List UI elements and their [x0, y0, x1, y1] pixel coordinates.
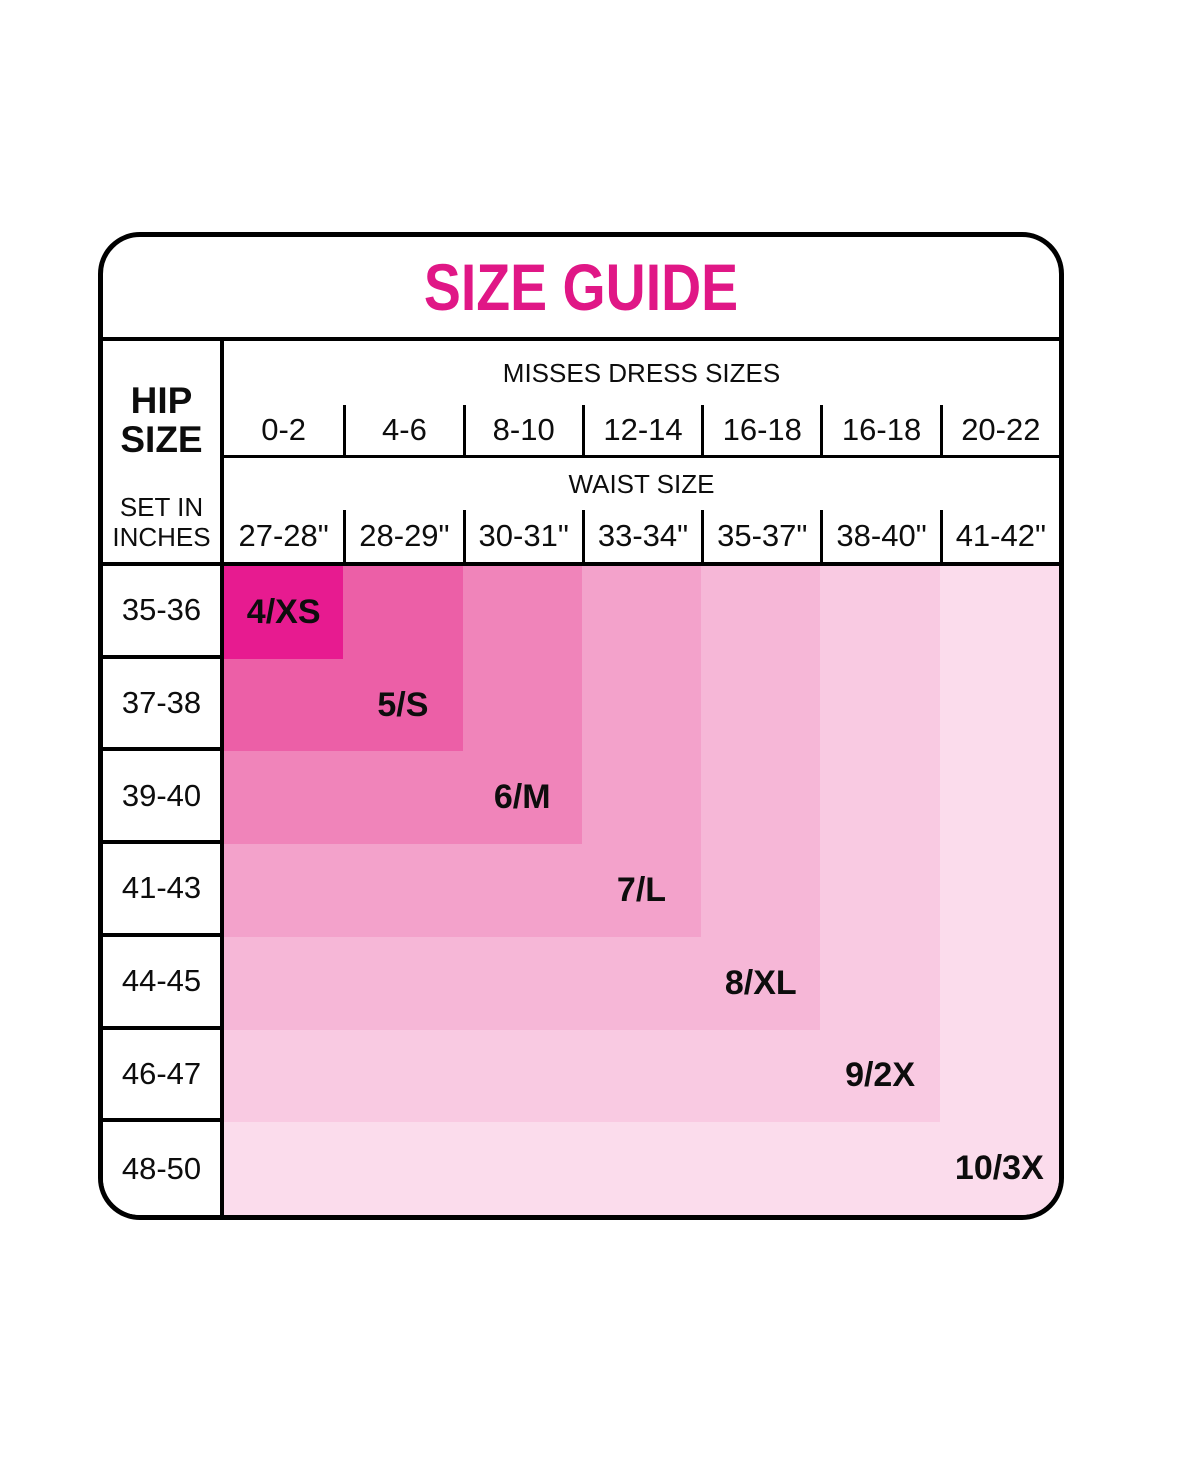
size-region-cell	[343, 1029, 463, 1123]
size-region-cell	[343, 936, 463, 1030]
size-region-cell	[701, 751, 821, 845]
size-region-cell	[820, 936, 940, 1030]
hip-row-label: 46-47	[103, 1029, 224, 1123]
size-label-cell: 5/S	[343, 658, 463, 752]
dress-size-cell: 20-22	[939, 405, 1059, 455]
hip-sub-line2: INCHES	[112, 521, 211, 552]
size-region-cell	[820, 1122, 940, 1215]
size-label-cell: 6/M	[462, 751, 582, 845]
dress-sizes-group-label: MISSES DRESS SIZES	[502, 357, 781, 388]
size-region-cell	[939, 658, 1059, 752]
waist-size-cell: 30-31"	[462, 510, 582, 562]
size-label-cell: 8/XL	[701, 936, 821, 1030]
size-region-cell	[581, 936, 702, 1030]
waist-sizes-row: 27-28" 28-29" 30-31" 33-34" 35-37" 38-40" 41-4…	[224, 510, 1059, 562]
dress-size-cell: 16-18	[820, 405, 939, 455]
waist-size-group-label: WAIST SIZE	[568, 468, 715, 499]
size-matrix: 35-36 4/XS 37-38 5/S 39-40 6/M 41-43 7/L 44-45 8/…	[103, 566, 1059, 1215]
size-region-cell	[581, 751, 702, 845]
size-region-cell	[820, 566, 940, 659]
size-region-cell	[581, 658, 702, 752]
dress-size-cell: 16-18	[701, 405, 820, 455]
hip-row-label: 35-36	[103, 566, 224, 659]
hip-row-label: 39-40	[103, 751, 224, 845]
hip-row-label: 48-50	[103, 1122, 224, 1215]
size-region-cell	[939, 936, 1059, 1030]
size-region-cell	[939, 844, 1059, 937]
hip-size-label: HIP SIZE	[120, 380, 203, 461]
size-region-cell	[581, 566, 702, 659]
dress-sizes-row: 0-2 4-6 8-10 12-14 16-18 16-18 20-22	[224, 405, 1059, 458]
dress-size-cell: 4-6	[343, 405, 462, 455]
size-region-cell	[939, 566, 1059, 659]
size-label-cell: 10/3X	[939, 1122, 1059, 1215]
size-region-cell	[701, 566, 821, 659]
size-region-cell	[939, 1029, 1059, 1123]
hip-size-header-cell: HIP SIZE SET IN INCHES	[103, 341, 224, 562]
waist-size-cell: 28-29"	[343, 510, 462, 562]
size-region-cell	[581, 1029, 702, 1123]
size-region-cell	[462, 844, 582, 937]
hip-row-label: 41-43	[103, 844, 224, 937]
size-region-cell	[343, 1122, 463, 1215]
waist-size-cell: 33-34"	[581, 510, 701, 562]
size-region-cell	[701, 1122, 821, 1215]
size-region-cell	[224, 658, 344, 752]
size-label-cell: 9/2X	[820, 1029, 940, 1123]
size-region-cell	[224, 751, 344, 845]
size-region-cell	[343, 844, 463, 937]
hip-row-label: 44-45	[103, 936, 224, 1030]
hip-label-line1: HIP	[130, 380, 193, 421]
waist-size-cell: 38-40"	[820, 510, 939, 562]
hip-size-unit-note: SET IN INCHES	[112, 493, 210, 551]
waist-size-cell: 41-42"	[939, 510, 1059, 562]
size-region-cell	[224, 1122, 344, 1215]
hip-sub-line1: SET IN	[119, 492, 204, 523]
dress-size-cell: 0-2	[261, 412, 307, 447]
size-region-cell	[581, 1122, 702, 1215]
hip-label-line2: SIZE	[120, 419, 203, 461]
dress-size-cell: 8-10	[462, 405, 582, 455]
table-header: HIP SIZE SET IN INCHES MISSES DRESS SIZE…	[103, 341, 1059, 566]
size-region-cell	[462, 936, 582, 1030]
size-region-cell	[701, 658, 821, 752]
dress-size-cell: 12-14	[581, 405, 701, 455]
size-region-cell	[820, 658, 940, 752]
title-band: SIZE GUIDE	[103, 237, 1059, 341]
size-region-cell	[462, 1029, 582, 1123]
waist-size-cell: 35-37"	[701, 510, 820, 562]
size-region-cell	[224, 1029, 344, 1123]
size-region-cell	[939, 751, 1059, 845]
size-region-cell	[701, 1029, 821, 1123]
column-headers: MISSES DRESS SIZES 0-2 4-6 8-10 12-14 16-18 1…	[224, 341, 1059, 562]
size-guide-card: SIZE GUIDE HIP SIZE SET IN INCHES MISSES…	[98, 232, 1064, 1220]
size-region-cell	[343, 751, 463, 845]
size-region-cell	[701, 844, 821, 937]
size-label-cell: 4/XS	[224, 566, 344, 659]
size-region-cell	[343, 566, 463, 659]
size-region-cell	[820, 751, 940, 845]
size-label-cell: 7/L	[581, 844, 702, 937]
size-region-cell	[224, 844, 344, 937]
size-region-cell	[224, 936, 344, 1030]
page-title: SIZE GUIDE	[423, 250, 739, 324]
size-region-cell	[462, 566, 582, 659]
hip-row-label: 37-38	[103, 658, 224, 752]
size-region-cell	[462, 1122, 582, 1215]
size-region-cell	[820, 844, 940, 937]
waist-size-cell: 27-28"	[238, 518, 329, 553]
size-region-cell	[462, 658, 582, 752]
